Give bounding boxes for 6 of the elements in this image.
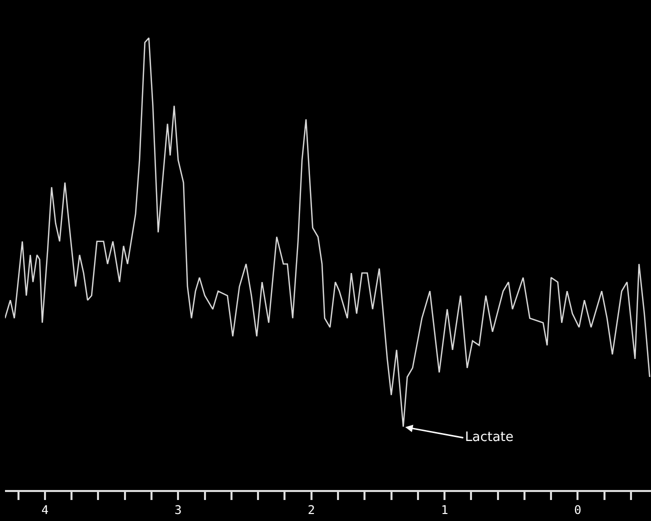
x-tick-label: 1 — [440, 503, 448, 518]
x-tick-label: 2 — [308, 503, 315, 518]
annotation: Lactate — [465, 430, 514, 445]
x-tick-label: 3 — [174, 503, 182, 518]
x-tick-label: 0 — [574, 503, 582, 518]
x-tick-label: 4 — [41, 503, 49, 518]
